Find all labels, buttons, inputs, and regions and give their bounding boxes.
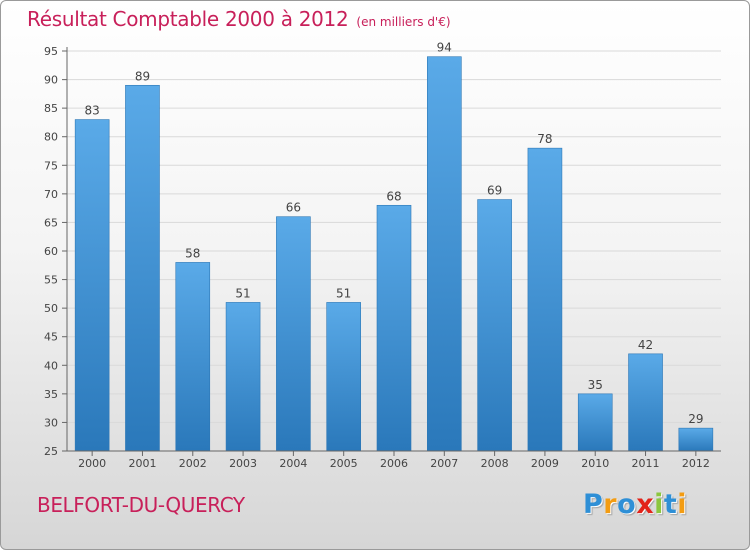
bar [74,119,110,452]
y-tick-label: 25 [44,445,58,458]
y-tick-label: 50 [44,302,58,315]
bar-value-label: 89 [135,69,150,83]
logo-letter: i [654,489,664,520]
chart-subtitle: (en milliers d'€) [356,15,451,29]
bar [175,262,211,452]
bar-value-label: 94 [437,41,452,55]
y-tick-label: 60 [44,245,58,258]
bar-value-label: 58 [185,246,200,260]
bar [628,353,663,452]
bar [527,147,563,452]
x-tick-label: 2003 [229,457,257,470]
x-tick-label: 2009 [531,457,559,470]
bar-value-label: 51 [235,286,250,300]
axes: 25 30 35 40 45 50 55 60 65 70 75 80 85 90 95 2000 2001 20… [44,45,721,470]
x-tick-label: 2010 [581,457,609,470]
x-tick-label: 2005 [330,457,358,470]
y-tick-label: 35 [44,388,58,401]
bar [125,84,160,452]
proxiti-logo: Proxiti [583,489,687,520]
chart-title-text: Résultat Comptable 2000 à 2012 [27,7,349,31]
y-tick-label: 70 [44,188,58,201]
bar [326,302,361,452]
chart-title: Résultat Comptable 2000 à 2012 (en millie… [27,7,451,31]
x-tick-label: 2000 [78,457,106,470]
bar [577,393,613,452]
x-tick-label: 2006 [380,457,408,470]
x-tick-label: 2008 [481,457,509,470]
x-tick-label: 2007 [430,457,458,470]
bar-value-label: 78 [537,132,552,146]
bar-value-label: 35 [588,378,603,392]
y-tick-label: 75 [44,159,58,172]
bar [376,204,412,452]
logo-letter: t [663,489,678,520]
x-tick-label: 2002 [179,457,207,470]
bar-value-label: 29 [688,412,703,426]
y-tick-label: 90 [44,74,58,87]
bar [225,302,261,452]
y-tick-label: 40 [44,359,58,372]
bars: 83 89 58 51 66 51 68 94 69 78 35 42 29 [74,41,714,452]
x-tick-label: 2004 [279,457,307,470]
bar-value-label: 69 [487,184,502,198]
y-tick-label: 55 [44,274,58,287]
y-tick-label: 65 [44,216,58,229]
bar [427,56,462,452]
bar-value-label: 42 [638,338,653,352]
bar-value-label: 68 [386,189,401,203]
bar [477,199,512,452]
bar [678,427,714,452]
bar-value-label: 83 [85,104,100,118]
logo-letter: i [677,489,688,520]
bar-value-label: 51 [336,286,351,300]
x-tick-label: 2012 [682,457,710,470]
x-tick-label: 2001 [128,457,156,470]
bar-value-label: 66 [286,201,301,215]
logo-letter: o [617,489,637,520]
y-tick-label: 45 [44,331,58,344]
y-tick-label: 30 [44,416,58,429]
logo-letter: P [583,489,604,520]
y-tick-label: 85 [44,102,58,115]
x-tick-label: 2011 [632,457,660,470]
y-tick-label: 95 [44,45,58,58]
logo-letter: r [603,489,618,520]
commune-name: BELFORT-DU-QUERCY [37,493,245,517]
y-tick-label: 80 [44,131,58,144]
bar [276,216,311,452]
logo-letter: x [636,489,655,520]
